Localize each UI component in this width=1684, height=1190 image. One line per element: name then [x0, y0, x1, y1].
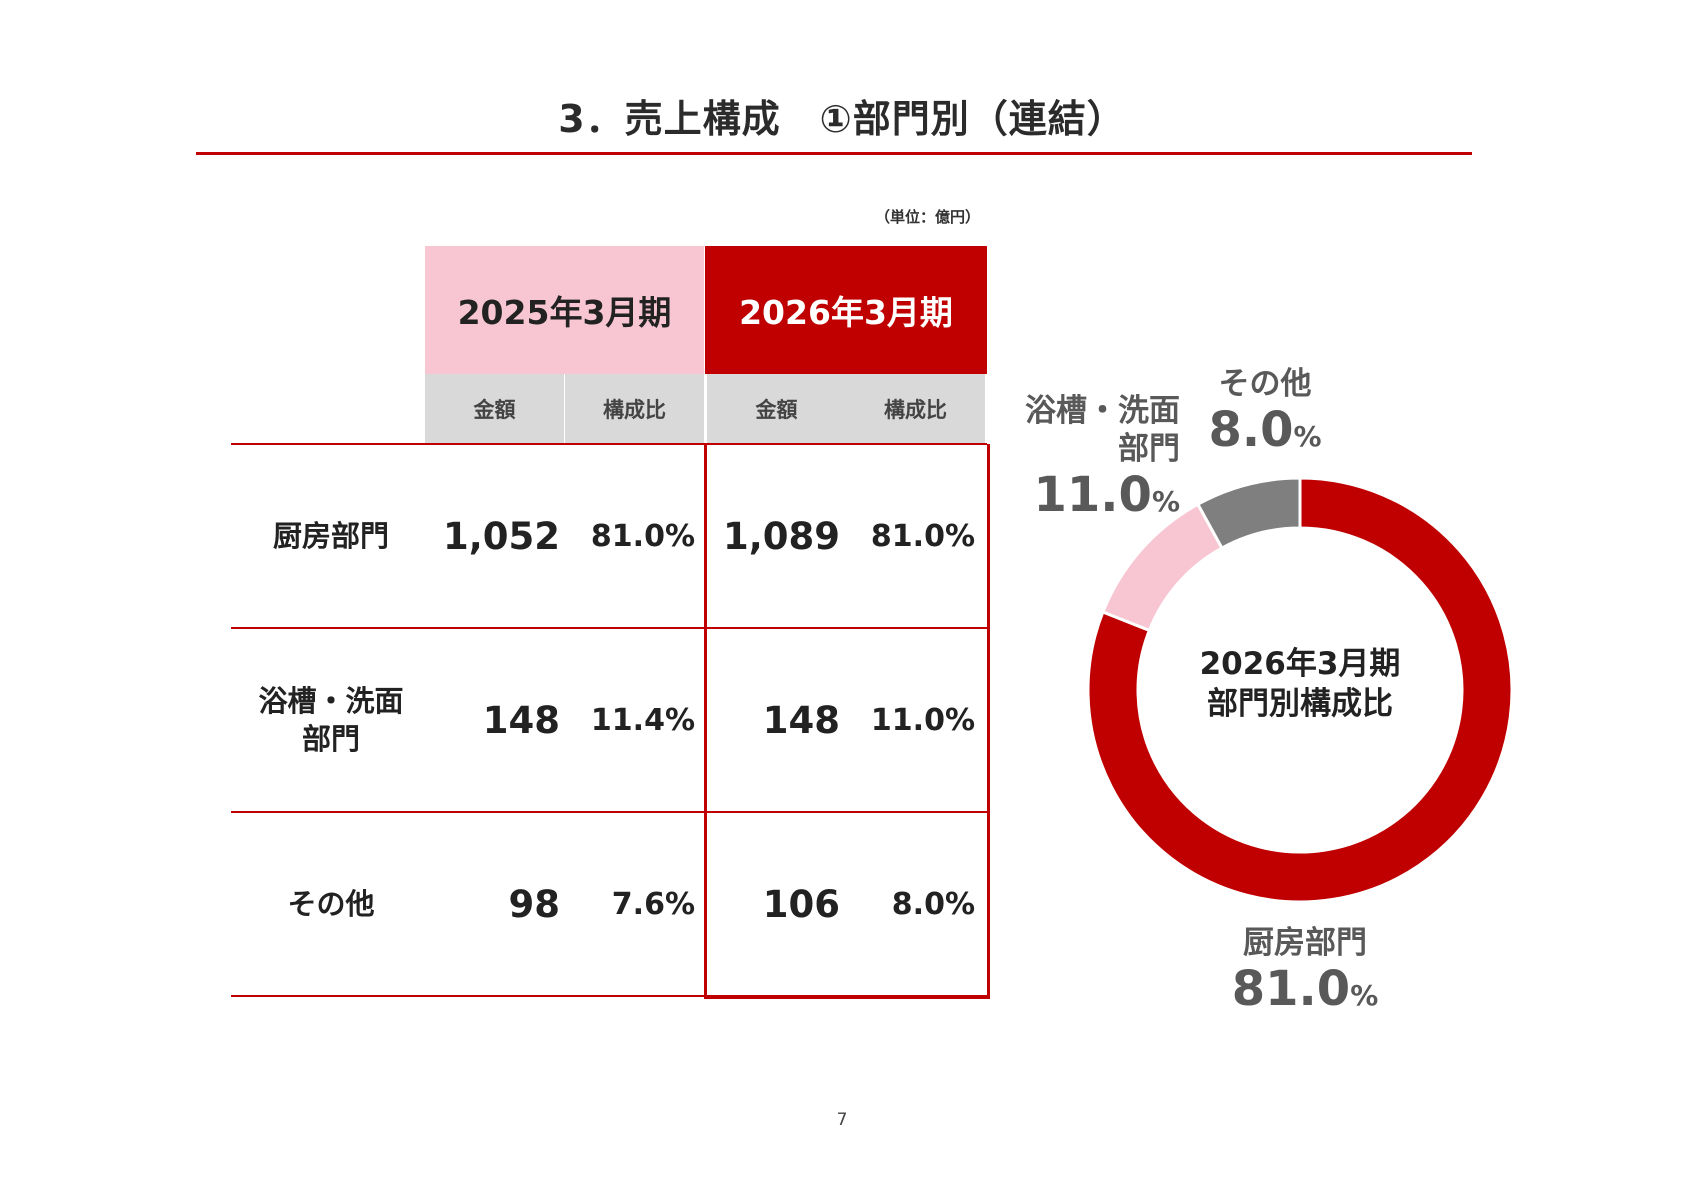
donut-chart: [1086, 476, 1514, 904]
row-label-bath: 浴槽・洗面 部門: [258, 684, 404, 756]
page-title: 3．売上構成 ①部門別（連結）: [558, 97, 1126, 141]
subheader-amount-2026: 金額: [707, 374, 846, 444]
title-underline: [196, 152, 1472, 155]
donut-label-kitchen-unit: %: [1350, 979, 1379, 1012]
donut-label-bath-unit: %: [1151, 485, 1180, 518]
unit-note: （単位：億円）: [874, 208, 980, 226]
row-label-other: その他: [287, 887, 375, 921]
row-divider: [231, 627, 987, 629]
donut-label-other-value: 8.0: [1208, 402, 1294, 458]
ratio-2026-kitchen: 81.0%: [870, 518, 975, 554]
amount-2026-other: 106: [762, 882, 840, 926]
donut-label-kitchen-value: 81.0: [1231, 961, 1351, 1017]
page-number: 7: [836, 1110, 848, 1130]
subheader-ratio-2026: 構成比: [846, 374, 985, 444]
donut-label-other: その他 8.0%: [1200, 365, 1330, 457]
donut-label-kitchen-name: 厨房部門: [1243, 925, 1367, 961]
donut-center-label: 2026年3月期 部門別構成比: [1199, 646, 1401, 722]
highlight-2026-column: [704, 444, 990, 999]
donut-label-kitchen: 厨房部門 81.0%: [1220, 924, 1390, 1016]
amount-2025-bath: 148: [482, 698, 560, 742]
donut-label-bath: 浴槽・洗面 部門 11.0%: [1000, 392, 1180, 522]
subheader-amount-2025: 金額: [425, 374, 564, 444]
amount-2025-other: 98: [508, 882, 561, 926]
amount-2026-kitchen: 1,089: [722, 514, 840, 558]
donut-slice-kitchen: [1086, 476, 1514, 904]
row-divider: [231, 811, 987, 813]
donut-label-other-name: その他: [1218, 366, 1312, 402]
row-label-kitchen: 厨房部門: [272, 519, 389, 553]
subheader-ratio-2025: 構成比: [565, 374, 704, 444]
amount-2025-kitchen: 1,052: [442, 514, 560, 558]
ratio-2025-bath: 11.4%: [590, 702, 695, 738]
period-header-2025: 2025年3月期: [425, 246, 704, 374]
ratio-2025-kitchen: 81.0%: [590, 518, 695, 554]
donut-label-bath-value: 11.0: [1033, 467, 1152, 523]
amount-2026-bath: 148: [762, 698, 840, 742]
period-header-2026: 2026年3月期: [705, 246, 987, 374]
donut-slice-other: [1195, 476, 1302, 551]
donut-slice-bath: [1100, 502, 1224, 633]
ratio-2026-bath: 11.0%: [870, 702, 975, 738]
row-divider: [231, 995, 987, 997]
ratio-2026-other: 8.0%: [891, 886, 975, 922]
ratio-2025-other: 7.6%: [611, 886, 695, 922]
donut-label-bath-name: 浴槽・洗面 部門: [1025, 393, 1180, 467]
row-divider: [231, 443, 987, 445]
donut-label-other-unit: %: [1293, 420, 1322, 453]
